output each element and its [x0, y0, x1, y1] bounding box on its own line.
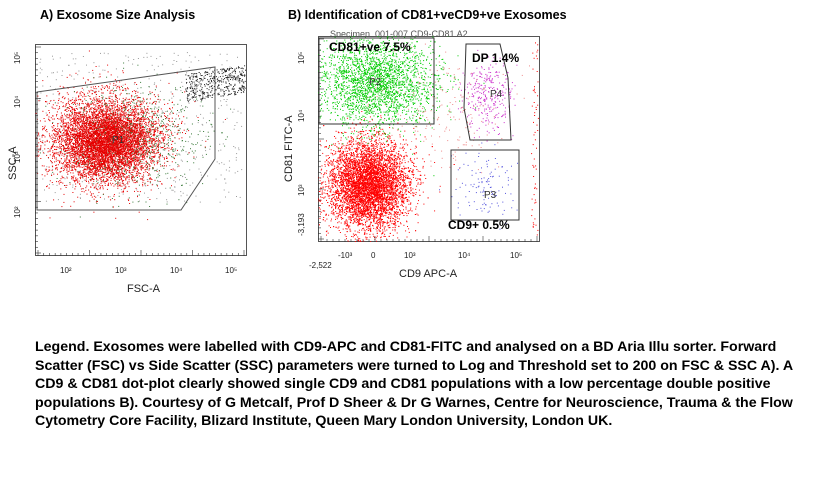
- panel-a-xlabel: FSC-A: [127, 283, 160, 295]
- panel-b-ylabel: CD81 FITC-A: [283, 115, 295, 182]
- panel-b-plot: [318, 36, 540, 242]
- panel-a-ytick-3: 10⁵: [13, 51, 22, 64]
- panel-b-xtick-0: -2,522: [309, 261, 332, 270]
- panel-b-gate-label-p2: P2: [369, 77, 382, 88]
- panel-b-gate-label-p3: P3: [484, 190, 497, 201]
- panel-b-ytick-0: -3,193: [297, 213, 306, 236]
- panel-a-ytick-1: 10³: [13, 151, 22, 163]
- panel-b-xtick-1: -10³: [338, 251, 353, 260]
- panel-b-dots: [318, 36, 539, 242]
- panel-a-xtick-3: 10⁵: [225, 266, 238, 275]
- panel-b-ticks: [318, 38, 538, 242]
- panel-b-xlabel: CD9 APC-A: [399, 268, 458, 280]
- panel-b-stat-cd9: CD9+ 0.5%: [448, 218, 510, 232]
- panel-b-gate-p2: [318, 37, 435, 125]
- panel-b-ytick-3: 10⁵: [297, 51, 306, 64]
- panel-b-ytick-2: 10⁴: [297, 109, 306, 122]
- panel-a-dots: [35, 50, 246, 221]
- panel-b-stat-dp: DP 1.4%: [472, 51, 520, 65]
- panel-b-gate-p4: [463, 43, 512, 141]
- panel-b-title: B) Identification of CD81+veCD9+ve Exoso…: [288, 8, 567, 22]
- panel-b-gate-label-p4: P4: [490, 89, 503, 100]
- panel-b-stat-cd81: CD81+ve 7.5%: [329, 40, 411, 54]
- panel-a-ytick-0: 10²: [13, 206, 22, 218]
- panel-a-xtick-2: 10⁴: [170, 266, 183, 275]
- panel-a-plot: [35, 44, 247, 256]
- figure-legend: Legend. Exosomes were labelled with CD9-…: [35, 339, 793, 430]
- panel-a-title: A) Exosome Size Analysis: [40, 8, 196, 22]
- panel-b-header-fragment: Specimen_001-007 CD9-CD81 A2: [330, 29, 468, 36]
- panel-a-ticks: [35, 46, 245, 256]
- panel-b-xtick-4: 10⁴: [458, 251, 471, 260]
- panel-b-xtick-3: 10³: [404, 251, 416, 260]
- panel-b-gate-p3: [450, 149, 520, 221]
- panel-b-xtick-5: 10⁵: [510, 251, 523, 260]
- panel-a-ytick-2: 10⁴: [13, 95, 22, 108]
- panel-a-gate-label: P1: [112, 135, 125, 146]
- panel-a-xtick-0: 10²: [60, 266, 72, 275]
- panel-a-xtick-1: 10³: [115, 266, 127, 275]
- panel-b-ytick-1: 10³: [297, 184, 306, 196]
- panel-b-xtick-2: 0: [371, 251, 376, 260]
